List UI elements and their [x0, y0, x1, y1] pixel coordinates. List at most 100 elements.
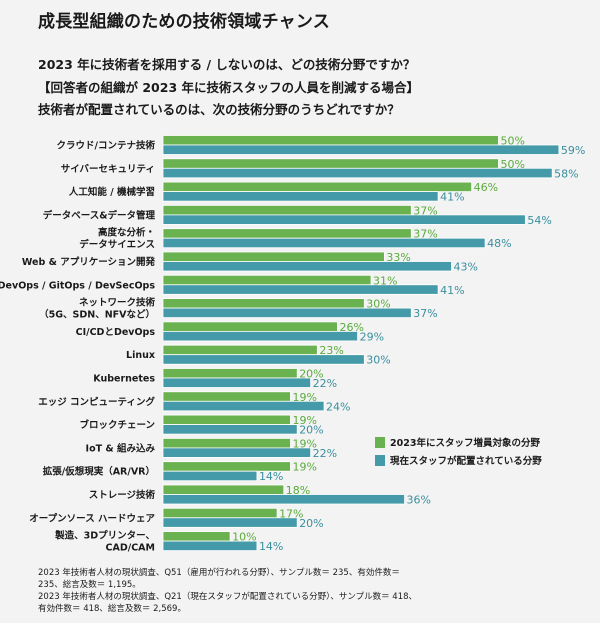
- bar-current: [162, 261, 452, 272]
- value-label-growth: 37%: [413, 204, 437, 217]
- value-label-growth: 17%: [279, 507, 303, 520]
- category-label: エッジ コンピューティング: [38, 396, 155, 408]
- bar-growth: [162, 391, 291, 402]
- bar-current: [162, 517, 298, 528]
- category-label: 拡張/仮想現実（AR/VR）: [43, 466, 155, 478]
- bar-current: [162, 377, 312, 388]
- category-label: ブロックチェーン: [79, 419, 155, 431]
- category-label: ネットワーク技術（5G、SDN、NFVなど）: [39, 297, 155, 321]
- value-label-growth: 50%: [501, 158, 525, 171]
- category-label: 高度な分析・データサイエンス: [79, 227, 155, 251]
- category-label: 製造、3Dプリンター、 CAD/CAM: [54, 530, 155, 554]
- legend-swatch-current: [375, 455, 385, 466]
- value-label-growth: 33%: [386, 251, 410, 264]
- question-line-1: 2023 年に技術者を採用する / しないのは、どの技術分野ですか？: [38, 57, 416, 72]
- value-label-current: 43%: [454, 261, 478, 274]
- legend-label-growth: 2023年にスタッフ増員対象の分野: [390, 437, 540, 449]
- value-label-growth: 50%: [501, 135, 525, 148]
- bar-growth: [162, 437, 291, 449]
- value-label-growth: 37%: [413, 228, 437, 241]
- bar-current: [162, 540, 258, 551]
- bar-growth: [162, 135, 499, 146]
- labels-layer: クラウド/コンテナ技術 50% 59% サイバーセキュリティ 50% 58% 人工知能 / …: [0, 135, 585, 554]
- bar-growth: [162, 368, 298, 379]
- bar-current: [162, 191, 439, 202]
- value-label-growth: 10%: [232, 531, 256, 544]
- bar-current: [162, 284, 439, 295]
- value-label-growth: 30%: [366, 298, 390, 311]
- category-label: サイバーセキュリティ: [61, 163, 155, 175]
- bar-current: [162, 494, 405, 505]
- bar-current: [162, 354, 365, 365]
- value-label-current: 59%: [561, 144, 585, 157]
- question-line-3: 技術者が配置されているのは、次の技術分野のうちどれですか？: [38, 102, 400, 117]
- bar-growth: [162, 344, 318, 356]
- bar-growth: [162, 484, 285, 495]
- bar-current: [162, 330, 358, 342]
- category-label: ストレージ技術: [89, 489, 156, 501]
- bar-growth: [162, 507, 278, 519]
- category-label: IoT & 組み込み: [86, 442, 156, 454]
- page-title: 成長型組織のための技術領域チャンス: [38, 12, 330, 32]
- value-label-current: 24%: [326, 400, 350, 413]
- category-label: DevOps / GitOps / DevSecOps: [0, 280, 155, 291]
- value-label-current: 30%: [366, 354, 390, 367]
- value-label-current: 41%: [440, 191, 464, 204]
- bar-growth: [162, 298, 365, 309]
- value-label-growth: 19%: [292, 414, 316, 427]
- value-label-current: 22%: [313, 377, 337, 390]
- footnote-q21: 2023 年技術者人材の現状調査、Q21（現在スタッフが配置されている分野）、サ…: [38, 592, 418, 614]
- category-label: CI/CDとDevOps: [76, 327, 156, 338]
- category-label: Linux: [126, 350, 155, 361]
- value-label-current: 22%: [313, 447, 337, 460]
- value-label-growth: 19%: [292, 461, 316, 474]
- bar-current: [162, 214, 526, 225]
- category-label: クラウド/コンテナ技術: [57, 140, 156, 152]
- bar-growth: [162, 251, 385, 262]
- value-label-current: 20%: [299, 424, 323, 437]
- bar-current: [162, 307, 412, 319]
- bar-current: [162, 144, 560, 155]
- bar-growth: [162, 204, 412, 216]
- category-label: データベース&データ管理: [43, 209, 156, 221]
- bar-growth: [162, 321, 338, 332]
- value-label-current: 36%: [407, 494, 431, 507]
- value-label-growth: 31%: [373, 274, 397, 287]
- bar-current: [162, 167, 553, 179]
- category-label: 人工知能 / 機械学習: [69, 186, 155, 198]
- category-label: オープンソース ハードウェア: [29, 512, 155, 524]
- bar-growth: [162, 531, 231, 542]
- category-label: Web & アプリケーション開発: [22, 256, 156, 268]
- value-label-current: 48%: [487, 237, 511, 250]
- value-label-current: 29%: [360, 330, 384, 343]
- value-label-current: 41%: [440, 284, 464, 297]
- value-label-current: 14%: [259, 470, 283, 483]
- bar-growth: [162, 228, 412, 239]
- bar-current: [162, 237, 486, 249]
- value-label-current: 14%: [259, 540, 283, 553]
- category-label: Kubernetes: [93, 374, 155, 385]
- value-label-growth: 23%: [319, 344, 343, 357]
- value-label-growth: 26%: [339, 321, 363, 334]
- bar-current: [162, 424, 298, 435]
- value-label-current: 54%: [527, 214, 551, 227]
- bar-current: [162, 470, 258, 482]
- bars-layer: [162, 135, 560, 551]
- question-line-2: 【回答者の組織が 2023 年に技術スタッフの人員を削減する場合】: [38, 80, 419, 95]
- footnote-q51: 2023 年技術者人材の現状調査、Q51（雇用が行われる分野）、サンプル数＝ 2…: [38, 568, 400, 590]
- value-label-growth: 46%: [474, 181, 498, 194]
- value-label-current: 20%: [299, 517, 323, 530]
- bar-growth: [162, 414, 291, 426]
- legend-label-current: 現在スタッフが配置されている分野: [390, 455, 542, 467]
- value-label-growth: 18%: [286, 484, 310, 497]
- value-label-growth: 19%: [292, 391, 316, 404]
- value-label-growth: 20%: [299, 368, 323, 381]
- value-label-current: 37%: [413, 307, 437, 320]
- legend-swatch-growth: [375, 437, 385, 448]
- bar-growth: [162, 181, 473, 193]
- bar-current: [162, 400, 325, 412]
- bar-growth: [162, 158, 499, 169]
- bar-growth: [162, 274, 372, 286]
- bar-current: [162, 447, 312, 458]
